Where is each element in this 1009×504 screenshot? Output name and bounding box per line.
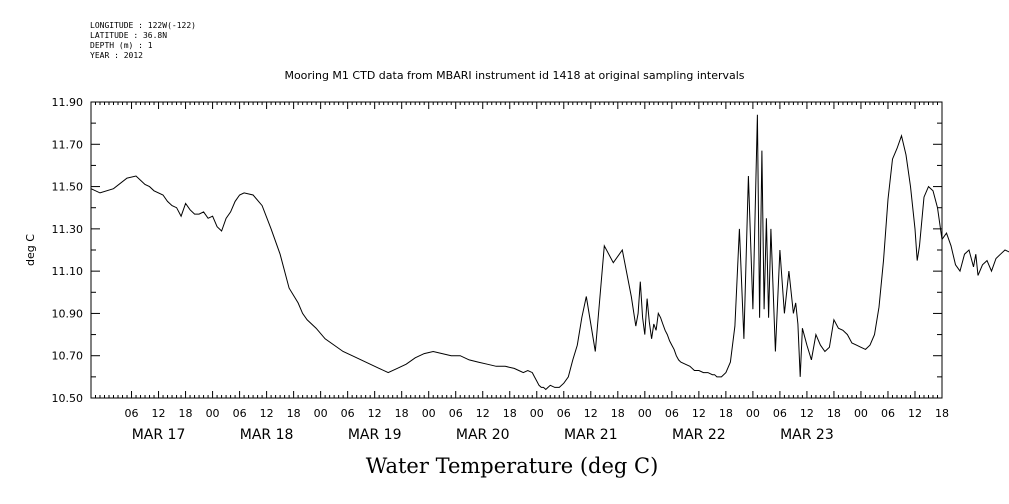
x-hour-tick-label: 00 xyxy=(746,407,760,420)
y-tick-label: 11.10 xyxy=(52,265,84,278)
latitude-label: LATITUDE : 36.8N xyxy=(90,31,168,40)
x-hour-tick-label: 06 xyxy=(881,407,895,420)
x-hour-tick-label: 00 xyxy=(854,407,868,420)
footer-variable-name: Water Temperature (deg C) xyxy=(365,454,659,478)
x-hour-tick-label: 18 xyxy=(179,407,193,420)
x-hour-tick-label: 12 xyxy=(800,407,814,420)
x-hour-tick-label: 06 xyxy=(665,407,679,420)
x-hour-tick-label: 00 xyxy=(314,407,328,420)
depth-label: DEPTH (m) : 1 xyxy=(90,41,153,50)
y-tick-label: 10.50 xyxy=(52,392,84,405)
y-tick-label: 11.70 xyxy=(52,138,84,151)
y-tick-label: 11.30 xyxy=(52,223,84,236)
x-hour-tick-label: 18 xyxy=(395,407,409,420)
y-tick-label: 11.90 xyxy=(52,96,84,109)
x-day-label: MAR 20 xyxy=(456,427,510,443)
metadata-block: LONGITUDE : 122W(-122) LATITUDE : 36.8N … xyxy=(90,21,196,61)
x-day-label: MAR 17 xyxy=(132,427,186,443)
y-tick-label: 11.50 xyxy=(52,181,84,194)
x-hour-tick-label: 12 xyxy=(476,407,490,420)
x-hour-tick-label: 18 xyxy=(503,407,517,420)
x-hour-tick-label: 18 xyxy=(611,407,625,420)
longitude-label: LONGITUDE : 122W(-122) xyxy=(90,21,196,30)
x-hour-tick-label: 06 xyxy=(773,407,787,420)
x-hour-tick-label: 00 xyxy=(638,407,652,420)
x-day-label: MAR 18 xyxy=(240,427,294,443)
chart-title: Mooring M1 CTD data from MBARI instrumen… xyxy=(284,69,745,82)
x-hour-tick-label: 00 xyxy=(206,407,220,420)
y-tick-label: 10.70 xyxy=(52,350,84,363)
plot-frame xyxy=(90,101,943,399)
x-day-label: MAR 21 xyxy=(564,427,618,443)
x-day-label: MAR 22 xyxy=(672,427,726,443)
x-hour-tick-label: 18 xyxy=(827,407,841,420)
x-hour-tick-label: 06 xyxy=(449,407,463,420)
x-hour-tick-label: 00 xyxy=(530,407,544,420)
x-hour-tick-label: 12 xyxy=(908,407,922,420)
x-hour-tick-label: 00 xyxy=(422,407,436,420)
series-line-water-temperature xyxy=(90,114,1009,391)
x-day-label: MAR 19 xyxy=(348,427,402,443)
x-hour-tick-label: 18 xyxy=(935,407,949,420)
x-hour-tick-label: 12 xyxy=(152,407,166,420)
x-hour-tick-label: 12 xyxy=(368,407,382,420)
x-hour-tick-label: 06 xyxy=(233,407,247,420)
x-hour-tick-label: 18 xyxy=(719,407,733,420)
x-hour-tick-label: 12 xyxy=(260,407,274,420)
y-axis-label: deg C xyxy=(24,234,37,266)
x-hour-tick-label: 18 xyxy=(287,407,301,420)
x-day-label: MAR 23 xyxy=(780,427,834,443)
x-hour-tick-label: 12 xyxy=(584,407,598,420)
year-label: YEAR : 2012 xyxy=(90,51,143,60)
x-hour-tick-label: 06 xyxy=(557,407,571,420)
x-hour-tick-label: 06 xyxy=(125,407,139,420)
x-hour-tick-label: 06 xyxy=(341,407,355,420)
y-tick-label: 10.90 xyxy=(52,307,84,320)
x-hour-tick-label: 12 xyxy=(692,407,706,420)
